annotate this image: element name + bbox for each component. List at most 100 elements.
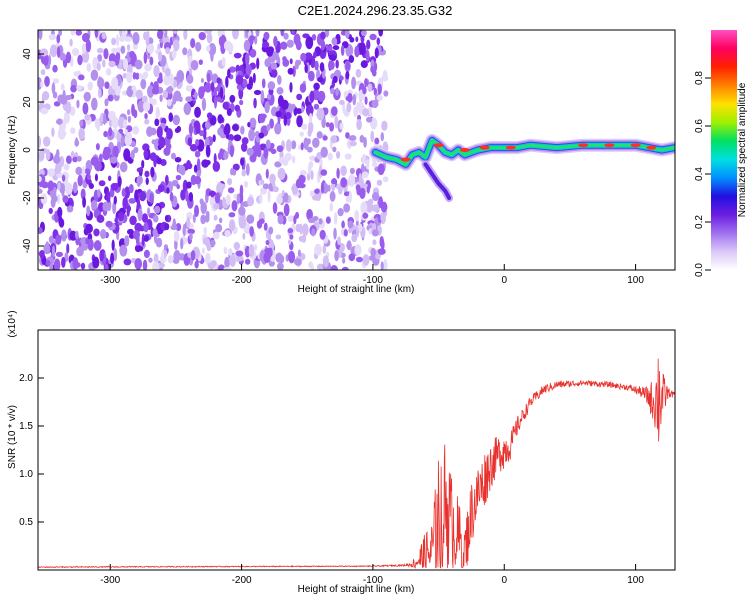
noise-speckle: [180, 189, 186, 201]
noise-speckle: [360, 201, 368, 215]
noise-speckle: [271, 68, 278, 78]
noise-speckle: [57, 127, 66, 140]
noise-speckle: [120, 30, 127, 38]
noise-speckle: [172, 39, 180, 52]
noise-speckle: [42, 136, 51, 147]
colorbar-bar: [711, 30, 737, 270]
noise-speckle: [69, 127, 76, 135]
noise-speckle: [52, 64, 58, 73]
noise-speckle: [186, 216, 191, 228]
noise-speckle: [180, 237, 184, 250]
noise-speckle: [246, 83, 253, 90]
noise-speckle: [283, 114, 288, 127]
noise-speckle: [106, 190, 111, 204]
noise-speckle: [95, 143, 100, 151]
noise-speckle: [105, 220, 113, 228]
noise-speckle: [380, 261, 384, 270]
noise-speckle: [355, 68, 362, 78]
noise-speckle: [126, 206, 130, 217]
noise-speckle: [283, 203, 290, 217]
noise-speckle: [76, 99, 80, 109]
noise-speckle: [55, 251, 64, 257]
ridge-peak: [578, 143, 589, 148]
noise-speckle: [108, 127, 113, 137]
noise-speckle: [93, 240, 102, 251]
noise-speckle: [65, 101, 72, 114]
noise-speckle: [304, 52, 313, 60]
noise-speckle: [366, 116, 373, 123]
noise-speckle: [124, 128, 128, 136]
noise-speckle: [47, 54, 52, 66]
y-tick-label: 1.5: [19, 421, 33, 432]
noise-speckle: [263, 147, 269, 159]
noise-speckle: [301, 106, 305, 113]
noise-speckle: [153, 64, 160, 78]
colorbar: 0.0 0.2 0.4 0.6 0.8 Normalized spectral ampl…: [694, 30, 748, 277]
noise-speckle: [193, 175, 202, 185]
x-tick-label: 100: [627, 275, 644, 286]
noise-speckle: [305, 36, 314, 50]
noise-speckle: [291, 155, 296, 164]
noise-speckle: [148, 257, 153, 263]
noise-speckle: [56, 34, 61, 44]
noise-speckle: [205, 121, 211, 130]
noise-speckle: [39, 249, 45, 259]
y-tick-label: 1.0: [19, 469, 33, 480]
noise-speckle: [152, 214, 159, 223]
noise-speckle: [362, 86, 367, 95]
noise-speckle: [360, 30, 367, 37]
noise-speckle: [275, 234, 282, 240]
noise-speckle: [277, 74, 282, 85]
noise-speckle: [228, 248, 233, 256]
noise-speckle: [362, 108, 370, 117]
noise-speckle: [292, 183, 297, 195]
noise-speckle: [217, 264, 226, 270]
noise-speckle: [126, 109, 131, 116]
noise-speckle: [276, 262, 284, 270]
noise-speckle: [137, 208, 143, 222]
noise-speckle: [374, 137, 380, 145]
noise-speckle: [76, 246, 84, 257]
noise-speckle: [268, 226, 274, 235]
noise-speckle: [143, 222, 149, 233]
noise-speckle: [366, 39, 371, 50]
noise-speckle: [98, 180, 106, 187]
x-tick-label: -300: [100, 575, 120, 586]
noise-speckle: [248, 128, 255, 142]
noise-speckle: [66, 243, 70, 254]
colorbar-tick-label: 0.2: [694, 215, 705, 229]
noise-speckle: [325, 121, 330, 128]
noise-speckle: [205, 159, 211, 166]
noise-speckle: [380, 132, 384, 142]
noise-speckle: [330, 265, 338, 270]
noise-speckle: [371, 69, 377, 77]
noise-speckle: [362, 171, 369, 178]
noise-speckle: [267, 81, 276, 91]
noise-speckle: [186, 74, 194, 84]
noise-speckle: [111, 76, 119, 90]
noise-speckle: [294, 108, 303, 114]
noise-speckle: [134, 59, 143, 70]
noise-speckle: [145, 35, 150, 47]
noise-speckle: [223, 126, 228, 135]
noise-speckle: [152, 261, 160, 270]
noise-speckle: [275, 110, 282, 118]
noise-speckle: [228, 66, 237, 73]
noise-speckle: [77, 54, 83, 66]
noise-speckle: [166, 99, 172, 107]
noise-speckle: [172, 114, 181, 126]
noise-speckle: [233, 52, 242, 59]
noise-speckle: [280, 41, 288, 50]
noise-speckle: [238, 215, 247, 229]
noise-speckle: [158, 136, 166, 149]
noise-speckle: [358, 41, 366, 55]
noise-speckle: [278, 156, 287, 164]
noise-speckle: [201, 247, 206, 254]
noise-speckle: [58, 30, 63, 37]
noise-speckle: [200, 214, 206, 225]
noise-speckle: [282, 56, 287, 62]
noise-speckle: [199, 198, 204, 205]
noise-speckle: [119, 244, 128, 257]
noise-speckle: [185, 85, 191, 92]
noise-speckle: [178, 96, 183, 103]
